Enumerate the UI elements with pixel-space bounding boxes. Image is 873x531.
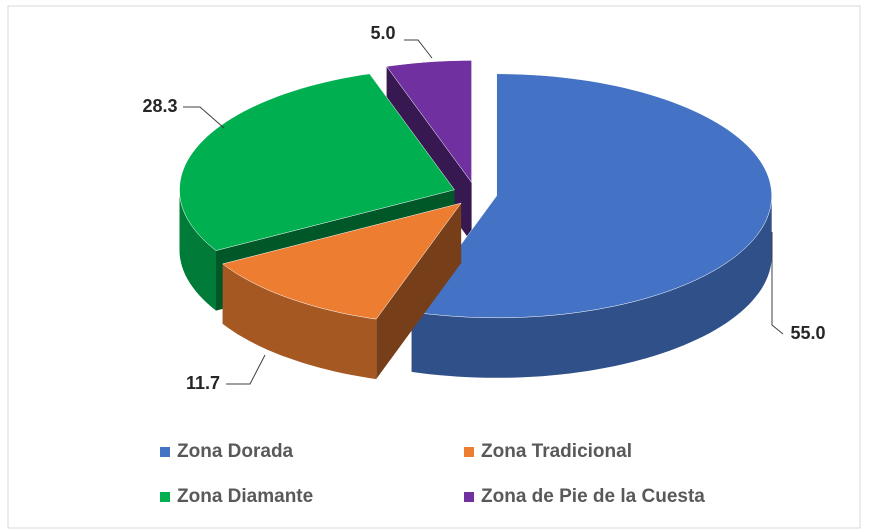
legend-label: Zona Dorada [177,441,294,462]
legend-swatch [464,492,474,502]
leader-line [226,354,266,385]
slice [411,73,772,378]
legend-swatch [464,447,474,457]
leader-line [183,106,225,129]
data-label: 5.0 [370,23,395,43]
data-label: 55.0 [790,323,825,343]
legend-label: Zona de Pie de la Cuesta [481,486,705,507]
legend-label: Zona Tradicional [481,441,632,462]
legend-swatch [160,492,170,502]
data-label: 11.7 [186,373,220,393]
slice-side [179,189,216,311]
legend-swatch [160,447,170,457]
slice-top [386,60,472,184]
leader-line [771,232,784,335]
slice-side [222,263,377,380]
data-label: 28.3 [142,96,177,116]
slice-top [411,73,772,319]
leader-line [404,39,433,59]
legend-label: Zona Diamante [177,486,313,507]
slice-top [222,202,462,320]
slice-top [179,73,455,251]
slice [222,202,462,380]
slice-side [411,195,772,378]
